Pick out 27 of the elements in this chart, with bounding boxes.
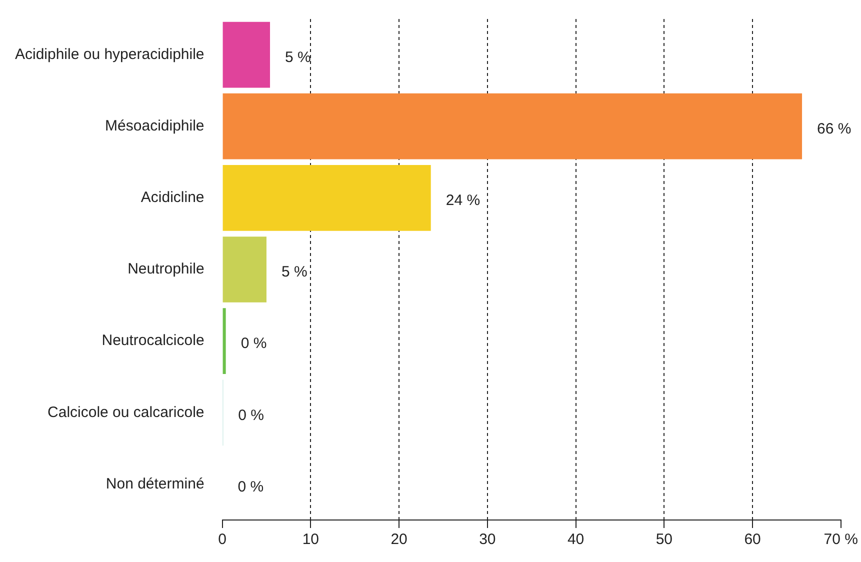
y-tick-label: Neutrophile bbox=[128, 260, 204, 278]
x-tick-label: 0 bbox=[218, 531, 226, 548]
bar bbox=[222, 22, 270, 88]
x-tick-label: 40 bbox=[567, 531, 584, 548]
bar bbox=[222, 308, 226, 374]
x-tick-label: 50 bbox=[656, 531, 672, 548]
y-tick-label: Non déterminé bbox=[106, 475, 204, 492]
data-label: 0 % bbox=[238, 406, 264, 424]
x-tick-label: 70 % bbox=[824, 531, 858, 548]
data-label: 5 % bbox=[281, 264, 308, 281]
bar bbox=[222, 236, 266, 302]
x-tick-label: 60 bbox=[744, 531, 761, 548]
bar bbox=[222, 93, 802, 160]
data-label: 24 % bbox=[446, 192, 480, 210]
y-tick-label: Acidicline bbox=[140, 189, 204, 206]
y-tick-label: Mésoacidiphile bbox=[105, 118, 204, 134]
data-label: 66 % bbox=[817, 120, 852, 138]
x-tick-label: 20 bbox=[390, 531, 408, 548]
x-tick-label: 30 bbox=[479, 531, 496, 548]
data-label: 0 % bbox=[238, 478, 264, 496]
bar bbox=[222, 165, 431, 231]
y-tick-label: Calcicole ou calcaricole bbox=[48, 404, 204, 421]
data-label: 5 % bbox=[285, 48, 311, 66]
data-label: 0 % bbox=[240, 335, 267, 352]
x-tick-label: 10 bbox=[302, 531, 320, 548]
y-tick-label: Neutrocalcicole bbox=[102, 332, 204, 350]
y-tick-label: Acidiphile ou hyperacidiphile bbox=[14, 46, 204, 63]
